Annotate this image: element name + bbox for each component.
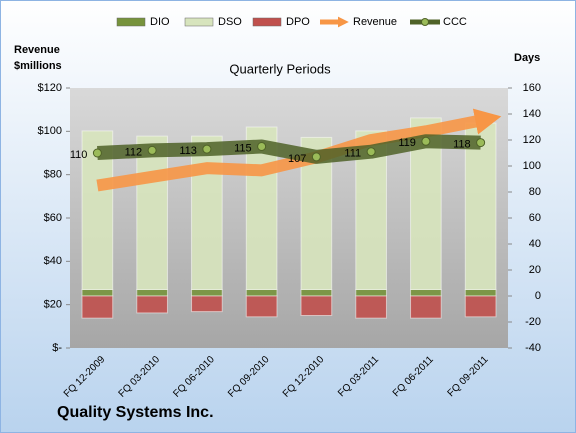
legend-swatch — [184, 17, 214, 27]
bar — [245, 295, 278, 318]
ccc-marker — [257, 142, 267, 151]
data-label: 119 — [398, 137, 416, 149]
data-label: 118 — [453, 139, 471, 151]
ccc-marker — [92, 148, 102, 158]
y2-tick-label: 120 — [523, 134, 541, 146]
y-tick-label: $60 — [44, 212, 62, 224]
bar — [136, 295, 168, 314]
ccc-marker — [421, 136, 431, 146]
bar — [464, 295, 497, 318]
bar — [191, 295, 223, 313]
revenue-arrow — [96, 108, 502, 192]
bar — [410, 289, 442, 297]
ccc-marker — [366, 147, 376, 157]
y-tick-label: $20 — [44, 299, 62, 311]
bar — [191, 289, 223, 297]
legend-label: DIO — [150, 16, 170, 28]
chart-title: Quarterly Periods — [229, 61, 331, 76]
ccc-marker — [147, 145, 157, 155]
data-label: 112 — [125, 146, 143, 158]
legend-label: DSO — [218, 16, 242, 28]
ccc-line — [97, 134, 481, 164]
y2-tick-label: 140 — [523, 108, 541, 120]
y2-tick-label: 40 — [529, 238, 541, 250]
ccc-marker — [202, 144, 212, 154]
y-tick-label: $- — [52, 342, 62, 354]
footer: Quality Systems Inc. — [57, 404, 214, 421]
bar — [464, 289, 497, 297]
y-tick-label: $120 — [38, 82, 62, 94]
legend-swatch — [421, 18, 429, 26]
legend-label: CCC — [443, 16, 467, 28]
ccc-marker — [476, 138, 486, 148]
y-axis-title: Revenue $millions — [14, 44, 62, 72]
y2-tick-label: 160 — [523, 82, 541, 94]
legend-label: DPO — [286, 16, 310, 28]
legend-label: Revenue — [353, 16, 397, 28]
y2-tick-label: 20 — [529, 264, 541, 276]
data-label: 107 — [288, 153, 306, 165]
data-label: 111 — [344, 148, 361, 160]
bar — [410, 295, 442, 319]
bar — [355, 295, 387, 319]
y2-tick-label: -20 — [525, 316, 541, 328]
bar — [245, 289, 278, 297]
y2-tick-label: 60 — [529, 212, 541, 224]
y2-tick-label: -40 — [525, 342, 541, 354]
y2-tick-label: 100 — [523, 160, 541, 172]
data-label: 110 — [70, 149, 88, 161]
y-tick-label: $100 — [38, 125, 62, 137]
bar — [81, 289, 114, 297]
bar — [300, 295, 333, 316]
bar — [355, 289, 387, 297]
ccc-marker — [311, 152, 321, 162]
bar — [300, 289, 333, 297]
bar — [81, 295, 114, 319]
data-label: 113 — [179, 145, 197, 157]
y2-tick-label: 0 — [535, 290, 541, 302]
bar — [136, 289, 168, 297]
legend-swatch — [116, 17, 146, 27]
y2-tick-label: 80 — [529, 186, 541, 198]
bar — [136, 135, 168, 290]
bar — [464, 122, 497, 290]
y-tick-label: $80 — [44, 169, 62, 181]
legend-swatch — [252, 17, 282, 27]
y-tick-label: $40 — [44, 255, 62, 267]
y2-axis-title: Days — [514, 52, 540, 64]
bar — [191, 135, 223, 290]
data-label: 115 — [234, 142, 252, 154]
